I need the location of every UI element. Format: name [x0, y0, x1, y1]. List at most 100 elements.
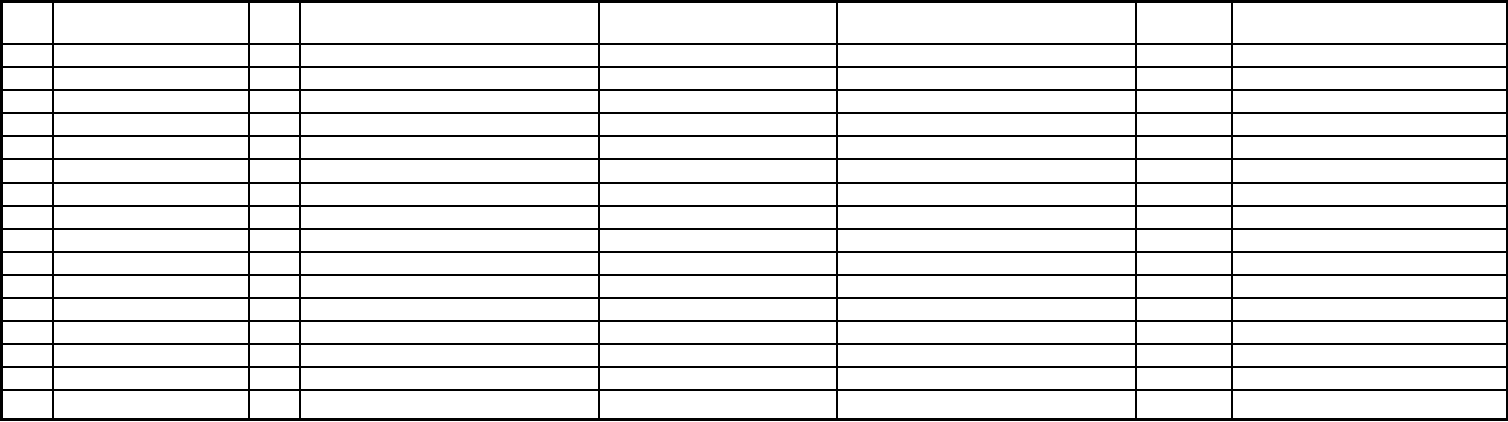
table-cell[interactable] [247, 204, 301, 230]
table-cell[interactable] [51, 273, 250, 299]
table-cell[interactable] [298, 250, 600, 276]
table-cell[interactable] [0, 343, 54, 369]
table-cell[interactable] [597, 42, 838, 68]
table-cell[interactable] [597, 181, 838, 207]
table-cell[interactable] [247, 135, 301, 160]
table-cell[interactable] [298, 112, 600, 138]
table-cell[interactable] [597, 389, 838, 421]
table-cell[interactable] [1134, 343, 1233, 369]
table-cell[interactable] [1230, 112, 1508, 138]
table-cell[interactable] [0, 366, 54, 391]
table-cell[interactable] [1134, 42, 1233, 68]
table-cell[interactable] [298, 320, 600, 345]
table-cell[interactable] [247, 343, 301, 369]
table-cell[interactable] [1230, 320, 1508, 345]
table-cell[interactable] [247, 297, 301, 323]
table-cell[interactable] [298, 273, 600, 299]
table-cell[interactable] [0, 42, 54, 68]
table-cell[interactable] [1134, 297, 1233, 323]
table-cell[interactable] [597, 66, 838, 92]
table-cell[interactable] [597, 273, 838, 299]
table-cell[interactable] [51, 42, 250, 68]
table-cell[interactable] [1134, 250, 1233, 276]
table-cell[interactable] [298, 389, 600, 421]
table-cell[interactable] [247, 158, 301, 184]
table-cell[interactable] [247, 273, 301, 299]
table-cell[interactable] [835, 343, 1137, 369]
table-cell[interactable] [51, 389, 250, 421]
table-cell[interactable] [835, 389, 1137, 421]
table-cell[interactable] [247, 389, 301, 421]
table-cell[interactable] [835, 158, 1137, 184]
table-cell[interactable] [1230, 181, 1508, 207]
table-cell[interactable] [247, 250, 301, 276]
table-cell[interactable] [1230, 204, 1508, 230]
table-cell[interactable] [835, 66, 1137, 92]
table-cell[interactable] [51, 227, 250, 253]
table-cell[interactable] [247, 181, 301, 207]
table-cell[interactable] [51, 320, 250, 345]
table-cell[interactable] [51, 366, 250, 391]
table-cell[interactable] [835, 366, 1137, 391]
table-cell[interactable] [0, 250, 54, 276]
table-cell[interactable] [835, 297, 1137, 323]
table-cell[interactable] [597, 366, 838, 391]
table-cell[interactable] [0, 320, 54, 345]
table-cell[interactable] [51, 343, 250, 369]
table-cell[interactable] [247, 89, 301, 114]
table-cell[interactable] [0, 227, 54, 253]
table-cell[interactable] [298, 158, 600, 184]
table-cell[interactable] [0, 158, 54, 184]
table-cell[interactable] [835, 89, 1137, 114]
table-cell[interactable] [1230, 389, 1508, 421]
table-cell[interactable] [247, 42, 301, 68]
table-cell[interactable] [1134, 181, 1233, 207]
table-cell[interactable] [1230, 66, 1508, 92]
table-cell[interactable] [298, 42, 600, 68]
table-cell[interactable] [1230, 158, 1508, 184]
table-cell[interactable] [835, 181, 1137, 207]
table-cell[interactable] [0, 297, 54, 323]
table-cell[interactable] [0, 66, 54, 92]
table-cell[interactable] [1230, 273, 1508, 299]
table-cell[interactable] [1134, 389, 1233, 421]
table-cell[interactable] [597, 320, 838, 345]
table-cell[interactable] [0, 181, 54, 207]
table-cell[interactable] [0, 389, 54, 421]
table-cell[interactable] [597, 158, 838, 184]
table-cell[interactable] [1134, 158, 1233, 184]
table-cell[interactable] [298, 89, 600, 114]
table-cell[interactable] [1230, 297, 1508, 323]
table-cell[interactable] [51, 135, 250, 160]
table-cell[interactable] [597, 227, 838, 253]
table-cell[interactable] [51, 112, 250, 138]
table-cell[interactable] [298, 297, 600, 323]
table-cell[interactable] [835, 112, 1137, 138]
table-cell[interactable] [1230, 42, 1508, 68]
table-cell[interactable] [597, 204, 838, 230]
table-cell[interactable] [1230, 227, 1508, 253]
table-cell[interactable] [51, 181, 250, 207]
table-cell[interactable] [1230, 89, 1508, 114]
table-cell[interactable] [1134, 135, 1233, 160]
table-cell[interactable] [597, 250, 838, 276]
table-cell[interactable] [1230, 135, 1508, 160]
table-cell[interactable] [835, 250, 1137, 276]
table-cell[interactable] [1134, 227, 1233, 253]
table-cell[interactable] [597, 135, 838, 160]
table-cell[interactable] [298, 204, 600, 230]
table-cell[interactable] [0, 135, 54, 160]
table-cell[interactable] [0, 89, 54, 114]
table-cell[interactable] [247, 320, 301, 345]
table-cell[interactable] [597, 89, 838, 114]
table-cell[interactable] [51, 89, 250, 114]
table-cell[interactable] [835, 227, 1137, 253]
table-cell[interactable] [51, 66, 250, 92]
table-cell[interactable] [298, 135, 600, 160]
table-cell[interactable] [835, 204, 1137, 230]
table-cell[interactable] [1134, 112, 1233, 138]
table-cell[interactable] [298, 181, 600, 207]
table-cell[interactable] [1134, 320, 1233, 345]
table-cell[interactable] [51, 204, 250, 230]
table-cell[interactable] [51, 297, 250, 323]
